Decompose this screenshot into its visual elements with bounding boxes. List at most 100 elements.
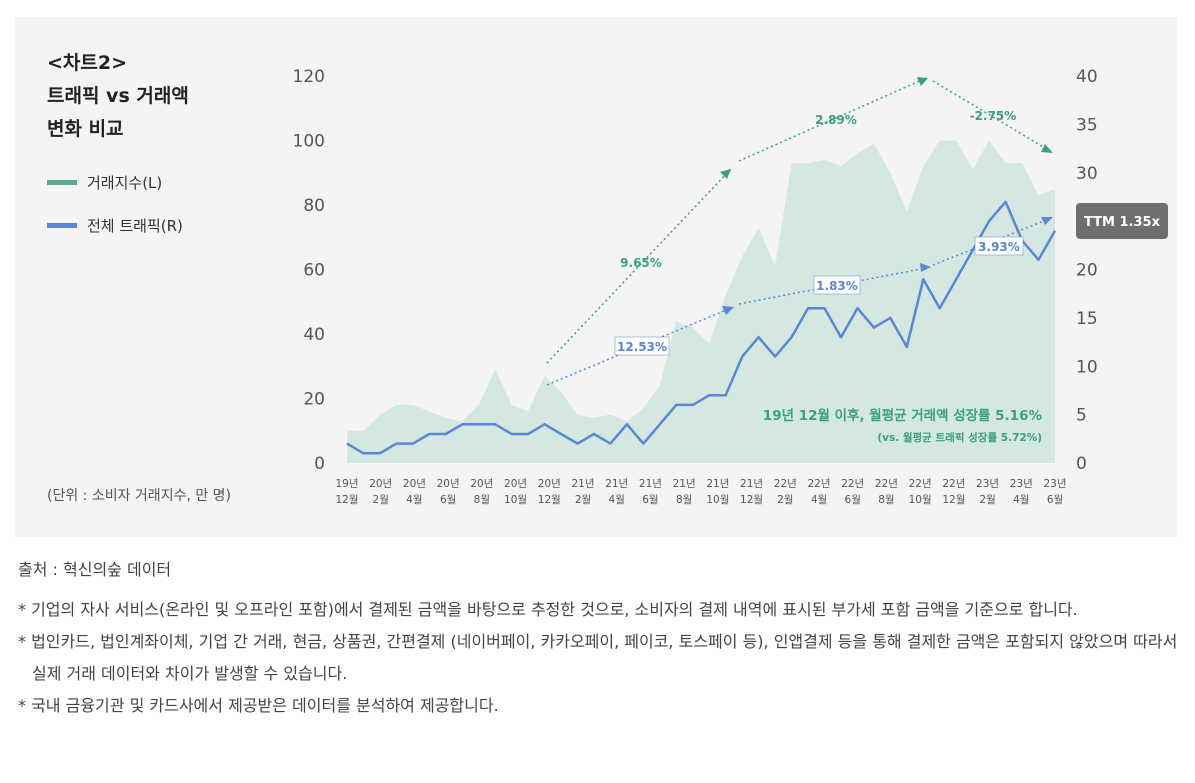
blue-arrowhead-3 bbox=[1041, 217, 1053, 225]
x-axis-ticks: 19년 12월 20년 2월 20년 4월 20년 6월 20년 8월 20년 10월 20년 12월 21… bbox=[335, 478, 1066, 506]
x-tick-month-0: 12월 bbox=[335, 494, 358, 506]
legend-label-line: 전체 트래픽(R) bbox=[87, 217, 183, 235]
left-axis-tick-5: 100 bbox=[293, 132, 325, 152]
x-tick-year-19: 23년 bbox=[976, 478, 999, 490]
right-axis-tick-1: 5 bbox=[1076, 406, 1087, 426]
x-tick-month-4: 8월 bbox=[474, 494, 490, 506]
x-tick-year-5: 20년 bbox=[504, 478, 527, 490]
summary-main: 19년 12월 이후, 월평균 거래액 성장률 5.16% bbox=[763, 407, 1043, 424]
x-tick-month-19: 2월 bbox=[979, 494, 995, 506]
note-item-2: * 국내 금융기관 및 카드사에서 제공받은 데이터를 분석하여 제공합니다. bbox=[18, 696, 499, 715]
x-tick-month-1: 2월 bbox=[373, 494, 389, 506]
blue-growth-label-1: 12.53% bbox=[617, 340, 667, 354]
x-tick-year-16: 22년 bbox=[875, 478, 898, 490]
right-axis-tick-3: 15 bbox=[1076, 309, 1098, 329]
right-axis-tick-0: 0 bbox=[1076, 454, 1087, 474]
x-tick-year-9: 21년 bbox=[639, 478, 662, 490]
note-list: * 기업의 자사 서비스(온라인 및 오프라인 포함)에서 결제된 금액을 바탕… bbox=[18, 594, 1183, 722]
left-axis-tick-3: 60 bbox=[303, 261, 325, 281]
x-tick-year-10: 21년 bbox=[673, 478, 696, 490]
legend-swatch-area bbox=[47, 180, 77, 185]
x-tick-year-2: 20년 bbox=[403, 478, 426, 490]
x-tick-month-17: 10월 bbox=[909, 494, 932, 506]
x-tick-year-3: 20년 bbox=[437, 478, 460, 490]
chart-title-line-1: 트래픽 vs 거래액 bbox=[47, 85, 189, 107]
green-arrowhead-1 bbox=[720, 169, 731, 179]
blue-growth-label-3: 3.93% bbox=[978, 240, 1020, 254]
summary-sub: (vs. 월평균 트래픽 성장률 5.72%) bbox=[877, 431, 1042, 444]
note-item-1: * 법인카드, 법인계좌이체, 기업 간 거래, 현금, 상품권, 간편결제 (… bbox=[18, 632, 1178, 683]
x-tick-year-11: 21년 bbox=[706, 478, 729, 490]
right-axis-ticks: 0510152025303540 bbox=[1076, 67, 1098, 474]
area-layer bbox=[347, 140, 1055, 463]
x-tick-year-8: 21년 bbox=[605, 478, 628, 490]
chart-title: <차트2> 트래픽 vs 거래액 변화 비교 bbox=[47, 47, 189, 146]
x-tick-year-1: 20년 bbox=[369, 478, 392, 490]
source-text: 출처 : 혁신의숲 데이터 bbox=[18, 560, 172, 579]
x-tick-month-7: 2월 bbox=[575, 494, 591, 506]
legend-label-area: 거래지수(L) bbox=[87, 174, 163, 192]
blue-growth-box-2 bbox=[813, 275, 861, 295]
left-axis-tick-6: 120 bbox=[293, 67, 325, 87]
green-growth-label-1: 9.65% bbox=[620, 256, 662, 270]
notes: 출처 : 혁신의숲 데이터 * 기업의 자사 서비스(온라인 및 오프라인 포함… bbox=[18, 556, 1183, 722]
x-tick-year-20: 23년 bbox=[1010, 478, 1033, 490]
x-tick-year-4: 20년 bbox=[470, 478, 493, 490]
x-tick-month-14: 4월 bbox=[811, 494, 827, 506]
x-tick-month-10: 8월 bbox=[676, 494, 692, 506]
x-tick-year-7: 21년 bbox=[571, 478, 594, 490]
blue-arrow-3 bbox=[932, 218, 1050, 266]
blue-arrowhead-1 bbox=[722, 306, 734, 315]
green-arrowhead-3 bbox=[1041, 144, 1053, 153]
x-tick-year-6: 20년 bbox=[538, 478, 561, 490]
x-tick-month-21: 6월 bbox=[1047, 494, 1063, 506]
x-tick-year-13: 22년 bbox=[774, 478, 797, 490]
legend-item-area: 거래지수(L) bbox=[47, 172, 162, 193]
green-growth-label-2: 2.89% bbox=[815, 113, 857, 127]
left-axis-tick-4: 80 bbox=[303, 196, 325, 216]
green-arrow-2 bbox=[738, 78, 925, 162]
chart-panel: <차트2> 트래픽 vs 거래액 변화 비교 거래지수(L) 전체 트래픽(R)… bbox=[15, 17, 1177, 537]
x-tick-month-6: 12월 bbox=[538, 494, 561, 506]
x-tick-year-18: 22년 bbox=[942, 478, 965, 490]
blue-growth-label-2: 1.83% bbox=[816, 279, 858, 293]
chart-title-line-2: 변화 비교 bbox=[47, 118, 124, 140]
note-item-0: * 기업의 자사 서비스(온라인 및 오프라인 포함)에서 결제된 금액을 바탕… bbox=[18, 600, 1078, 619]
legend-swatch-line bbox=[47, 223, 77, 228]
left-axis-tick-0: 0 bbox=[314, 454, 325, 474]
green-arrowhead-2 bbox=[917, 77, 928, 86]
x-tick-year-17: 22년 bbox=[909, 478, 932, 490]
area-series-path bbox=[347, 140, 1055, 463]
left-axis-tick-2: 40 bbox=[303, 325, 325, 345]
left-axis-tick-1: 20 bbox=[303, 390, 325, 410]
blue-arrow-1 bbox=[546, 307, 732, 386]
x-tick-month-15: 6월 bbox=[845, 494, 861, 506]
blue-arrowhead-2 bbox=[920, 263, 931, 272]
x-tick-month-20: 4월 bbox=[1013, 494, 1029, 506]
x-tick-year-15: 22년 bbox=[841, 478, 864, 490]
ttm-badge bbox=[1076, 203, 1168, 239]
chart-title-tag: <차트2> bbox=[47, 52, 128, 74]
right-axis-tick-6: 30 bbox=[1076, 164, 1098, 184]
x-tick-year-0: 19년 bbox=[335, 478, 358, 490]
green-growth-label-3: -2.75% bbox=[970, 109, 1017, 123]
blue-growth-box-1 bbox=[614, 336, 670, 356]
x-tick-month-12: 12월 bbox=[740, 494, 763, 506]
x-tick-month-9: 6월 bbox=[642, 494, 658, 506]
ttm-badge-label: TTM 1.35x bbox=[1084, 215, 1161, 230]
left-axis-ticks: 0 20 40 60 80 100 120 bbox=[293, 67, 325, 474]
x-tick-month-16: 8월 bbox=[878, 494, 894, 506]
x-tick-month-18: 12월 bbox=[942, 494, 965, 506]
legend-item-line: 전체 트래픽(R) bbox=[47, 215, 183, 236]
x-tick-year-14: 22년 bbox=[807, 478, 830, 490]
line-layer bbox=[346, 200, 1057, 455]
traffic-series-line bbox=[346, 200, 1057, 455]
unit-label: (단위 : 소비자 거래지수, 만 명) bbox=[47, 488, 232, 504]
x-tick-month-8: 4월 bbox=[609, 494, 625, 506]
x-tick-year-12: 21년 bbox=[740, 478, 763, 490]
x-tick-month-2: 4월 bbox=[406, 494, 422, 506]
right-axis-tick-8: 40 bbox=[1076, 67, 1098, 87]
x-tick-month-13: 2월 bbox=[777, 494, 793, 506]
x-tick-month-11: 10월 bbox=[706, 494, 729, 506]
